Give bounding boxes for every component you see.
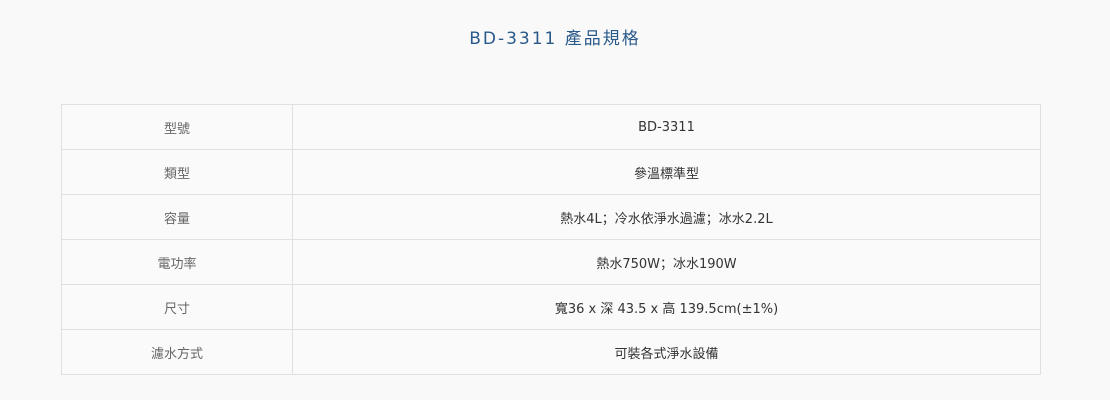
spec-value: 可裝各式淨水設備 [292, 329, 1041, 375]
table-row: 型號 BD-3311 [61, 104, 1041, 150]
spec-label: 容量 [61, 194, 293, 240]
spec-value: 寬36 x 深 43.5 x 高 139.5cm(±1%) [292, 284, 1041, 330]
spec-label: 濾水方式 [61, 329, 293, 375]
spec-table: 型號 BD-3311 類型 參溫標準型 容量 熱水4L；冷水依淨水過濾；冰水2.2L … [61, 104, 1041, 375]
spec-label: 尺寸 [61, 284, 293, 330]
table-row: 尺寸 寬36 x 深 43.5 x 高 139.5cm(±1%) [61, 284, 1041, 330]
spec-value: 熱水750W；冰水190W [292, 239, 1041, 285]
page-title: BD-3311 產品規格 [469, 29, 641, 49]
spec-value: 參溫標準型 [292, 149, 1041, 195]
spec-label: 類型 [61, 149, 293, 195]
table-row: 類型 參溫標準型 [61, 149, 1041, 195]
table-row: 濾水方式 可裝各式淨水設備 [61, 329, 1041, 375]
spec-value: BD-3311 [292, 104, 1041, 150]
spec-label: 型號 [61, 104, 293, 150]
spec-label: 電功率 [61, 239, 293, 285]
table-row: 容量 熱水4L；冷水依淨水過濾；冰水2.2L [61, 194, 1041, 240]
table-row: 電功率 熱水750W；冰水190W [61, 239, 1041, 285]
spec-value: 熱水4L；冷水依淨水過濾；冰水2.2L [292, 194, 1041, 240]
